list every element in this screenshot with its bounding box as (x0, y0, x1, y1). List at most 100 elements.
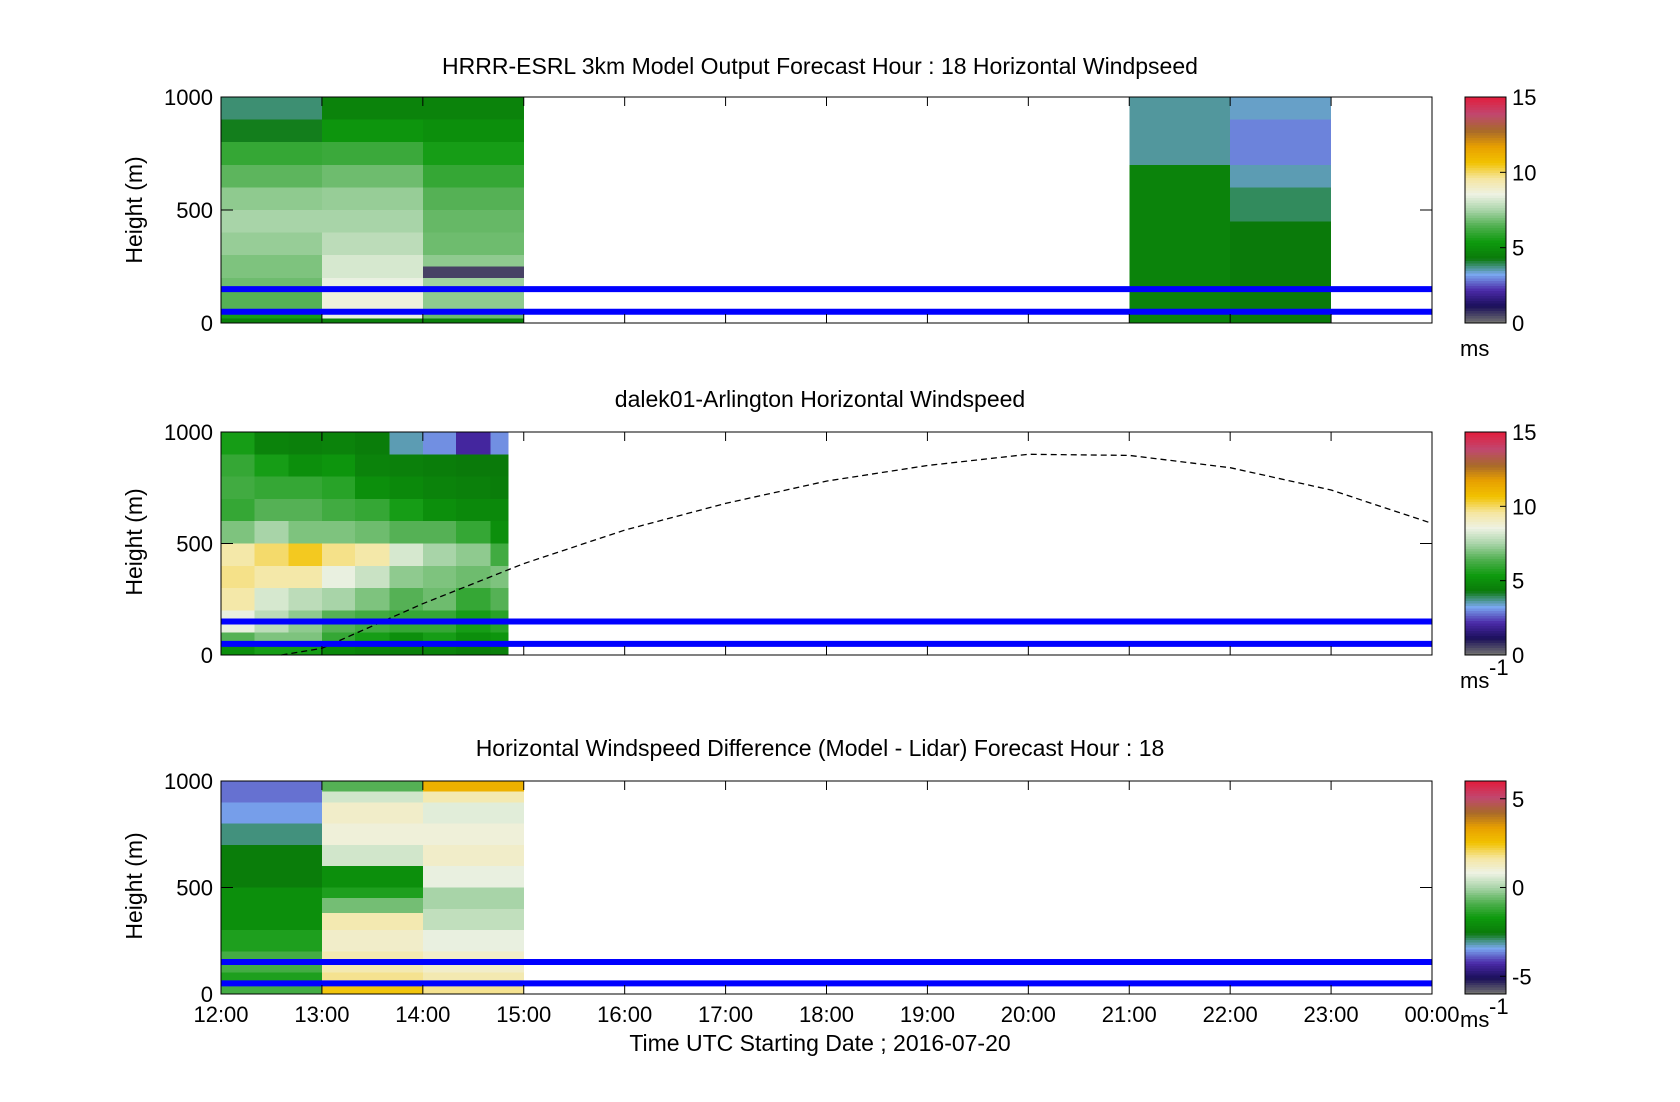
heatmap-cell (254, 498, 289, 522)
colorbar-cell (1465, 823, 1506, 827)
colorbar-cell (1465, 875, 1506, 879)
colorbar-cell (1465, 432, 1506, 436)
colorbar-cell (1465, 937, 1506, 941)
x-axis-ticks: 12:00 13:00 14:00 15:00 16:00 17:00 18:00 19:00… (193, 1002, 1459, 1027)
heatmap-cell (321, 277, 423, 290)
colorbar-cell (1465, 861, 1506, 865)
heatmap-cell (321, 791, 423, 803)
heatmap-cell (221, 887, 322, 909)
heatmap-cell (321, 866, 423, 888)
colorbar-cell (1465, 811, 1506, 815)
colorbar-cell (1465, 297, 1506, 301)
heatmap-cell (355, 588, 390, 611)
colorbar-cell (1465, 147, 1506, 151)
colorbar-cell (1465, 317, 1506, 322)
colorbar-cell (1465, 521, 1506, 525)
colorbar-cell (1465, 187, 1506, 191)
heatmap-cell (288, 476, 322, 499)
colorbar-cell (1465, 588, 1506, 592)
heatmap-cell (1230, 318, 1332, 323)
panel-title: HRRR-ESRL 3km Model Output Forecast Hour… (442, 53, 1198, 79)
panel-difference: Horizontal Windspeed Difference (Model -… (121, 735, 1532, 1032)
heatmap-cell (221, 543, 255, 566)
x-tick-label: 23:00 (1304, 1002, 1359, 1027)
colorbar-cell (1465, 434, 1506, 438)
colorbar-cell (1465, 199, 1506, 204)
heatmap-cell (389, 454, 423, 477)
x-tick-label: 19:00 (900, 1002, 955, 1027)
colorbar-cell (1465, 930, 1506, 934)
colorbar-cell (1465, 503, 1506, 507)
colorbar-cell (1465, 265, 1506, 269)
colorbar-tick-label: 15 (1512, 85, 1536, 110)
colorbar-cell (1465, 870, 1506, 874)
heatmap-plot-area: 0 500 1000 (164, 420, 1433, 668)
colorbar-cell (1465, 797, 1506, 801)
colorbar-cell (1465, 536, 1506, 540)
heatmap-cell (321, 255, 423, 278)
x-tick-label: 00:00 (1404, 1002, 1459, 1027)
heatmap-cell (221, 97, 322, 120)
colorbar-cell (1465, 788, 1506, 792)
heatmap-cell (490, 521, 509, 544)
y-tick-label: 500 (176, 198, 213, 223)
heatmap-cell (254, 454, 289, 477)
colorbar-cell (1465, 617, 1506, 621)
colorbar-cell (1465, 493, 1506, 498)
heatmap-cell (321, 913, 423, 931)
heatmap-cell (490, 565, 509, 589)
heatmap-cell (422, 844, 524, 867)
heatmap-cell (1129, 97, 1231, 165)
heatmap-cell (221, 588, 255, 611)
colorbar-cell (1465, 197, 1506, 201)
heatmap-cell (355, 432, 390, 455)
colorbar-cell (1465, 885, 1506, 889)
colorbar-cell (1465, 972, 1506, 976)
colorbar-cell (1465, 956, 1506, 960)
colorbar-cell (1465, 212, 1506, 216)
heatmap-cell (422, 588, 457, 611)
heatmap-cell (321, 164, 423, 188)
heatmap-cell (221, 521, 255, 544)
colorbar-cell (1465, 237, 1506, 241)
colorbar-cell (1465, 790, 1506, 794)
colorbar-cell (1465, 272, 1506, 276)
colorbar-cell (1465, 476, 1506, 480)
colorbar-cell (1465, 989, 1506, 993)
colorbar-cell (1465, 925, 1506, 929)
heatmap-cell (221, 164, 322, 188)
colorbar-cell (1465, 104, 1506, 108)
colorbar-cell (1465, 232, 1506, 236)
heatmap-cell (355, 643, 390, 655)
colorbar-cell (1465, 904, 1506, 908)
heatmap-cell (254, 543, 289, 566)
heatmap-cell (321, 142, 423, 165)
colorbar-cell (1465, 174, 1506, 178)
colorbar-cell (1465, 526, 1506, 530)
colorbar-cell (1465, 320, 1506, 324)
heatmap-cell (422, 318, 524, 323)
heatmap-cell (254, 565, 289, 589)
colorbar-tick-label: 10 (1512, 160, 1536, 185)
colorbar-cell (1465, 783, 1506, 787)
colorbar-cell (1465, 486, 1506, 490)
colorbar-cell (1465, 602, 1506, 607)
heatmap-cell (422, 432, 457, 455)
colorbar-cell (1465, 825, 1506, 829)
colorbar-cell (1465, 129, 1506, 133)
colorbar-cell (1465, 310, 1506, 314)
colorbar-cell (1465, 446, 1506, 450)
colorbar-cell (1465, 645, 1506, 649)
heatmap-cell (456, 643, 491, 655)
colorbar-cell (1465, 122, 1506, 126)
heatmap-cell (422, 972, 524, 984)
colorbar-cell (1465, 627, 1506, 631)
colorbar-cell (1465, 466, 1506, 470)
colorbar-unit-exponent: -1 (1489, 994, 1509, 1019)
heatmap-cell (422, 781, 524, 792)
colorbar-cell (1465, 533, 1506, 537)
heatmap-cell (254, 643, 289, 655)
heatmap-cell (422, 866, 524, 888)
colorbar-cell (1465, 580, 1506, 584)
heatmap-cell (221, 498, 255, 522)
